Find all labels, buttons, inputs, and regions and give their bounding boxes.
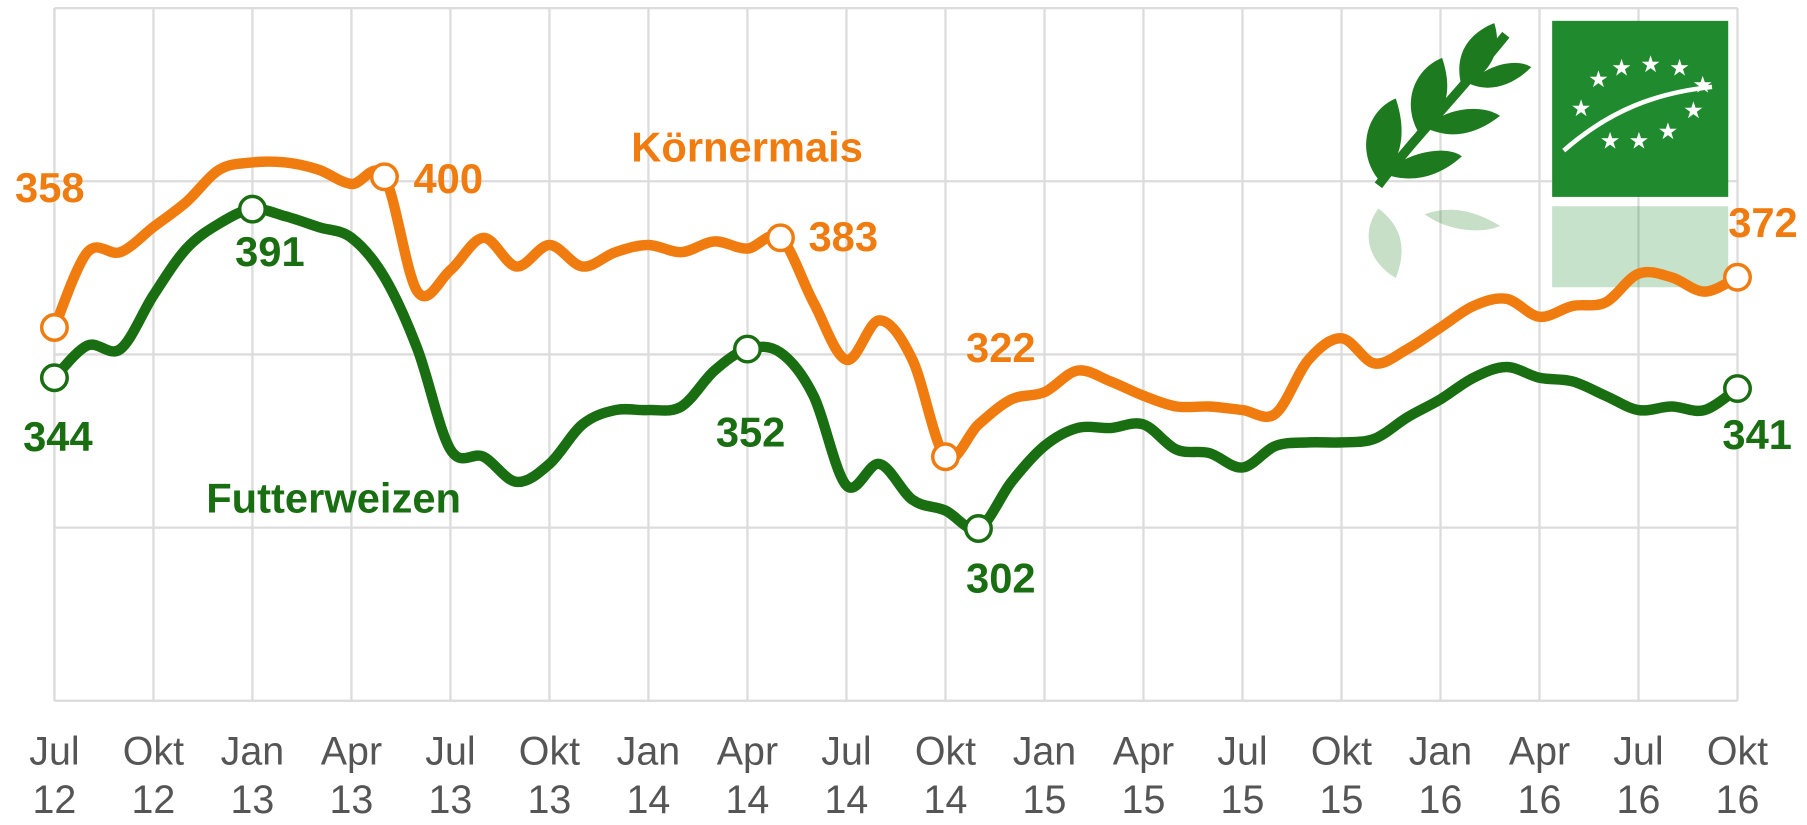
marker — [369, 162, 399, 192]
marker — [963, 514, 993, 543]
svg-text:★: ★ — [1588, 66, 1609, 92]
svg-text:★: ★ — [1658, 118, 1679, 144]
x-tick-label: Okt 13 — [518, 729, 581, 823]
marker — [930, 442, 960, 472]
marker — [1723, 262, 1752, 292]
marker — [39, 363, 69, 393]
x-tick-label: Jul 12 — [29, 729, 80, 823]
data-label: 322 — [966, 324, 1036, 371]
data-label: 383 — [808, 213, 878, 260]
marker — [765, 223, 795, 253]
svg-text:★: ★ — [1669, 54, 1690, 80]
svg-text:★: ★ — [1640, 51, 1661, 77]
x-tick-label: Apr 16 — [1508, 729, 1571, 823]
x-tick-label: Jul 16 — [1613, 729, 1664, 823]
x-tick-label: Apr 15 — [1112, 729, 1175, 823]
svg-text:★: ★ — [1629, 127, 1650, 153]
x-tick-label: Jul 15 — [1217, 729, 1268, 823]
series: Futterweizen 344 391 352 302 341 — [23, 194, 1792, 601]
svg-text:★: ★ — [1692, 72, 1713, 98]
x-tick-label: Jan 13 — [220, 729, 285, 823]
series-label: Körnermais — [631, 124, 863, 171]
svg-text:★: ★ — [1611, 54, 1632, 80]
x-tick-label: Apr 14 — [716, 729, 779, 823]
marker — [237, 194, 267, 224]
data-label: 341 — [1722, 411, 1792, 458]
x-tick-label: Jan 15 — [1012, 729, 1077, 823]
x-tick-label: Okt 15 — [1310, 729, 1373, 823]
x-tick-label: Okt 16 — [1706, 729, 1769, 823]
svg-text:★: ★ — [1600, 127, 1621, 153]
x-tick-label: Jul 13 — [425, 729, 476, 823]
marker — [732, 334, 762, 364]
data-label: 391 — [235, 228, 305, 275]
x-tick-label: Jul 14 — [821, 729, 872, 823]
x-tick-label: Apr 13 — [320, 729, 383, 823]
svg-text:★: ★ — [1571, 95, 1592, 121]
x-tick-label: Jan 14 — [616, 729, 681, 823]
series-label: Futterweizen — [206, 475, 461, 522]
logo: ★ ★ ★ ★★★★★★★ — [1366, 20, 1729, 288]
data-label: 302 — [966, 554, 1036, 601]
x-tick-label: Okt 14 — [914, 729, 977, 823]
data-label: 372 — [1728, 199, 1798, 246]
x-tick-label: Okt 12 — [122, 729, 185, 823]
x-tick-label: Jan 16 — [1408, 729, 1473, 823]
data-label: 344 — [23, 413, 93, 460]
marker — [39, 313, 69, 343]
line — [49, 156, 1743, 464]
line — [49, 203, 1743, 535]
data-label: 352 — [716, 409, 786, 456]
series: Körnermais 358 400 383 322 372 — [15, 124, 1798, 472]
data-label: 400 — [413, 155, 483, 202]
marker — [1723, 374, 1752, 404]
svg-text:★: ★ — [1683, 97, 1704, 123]
data-label: 358 — [15, 164, 85, 211]
